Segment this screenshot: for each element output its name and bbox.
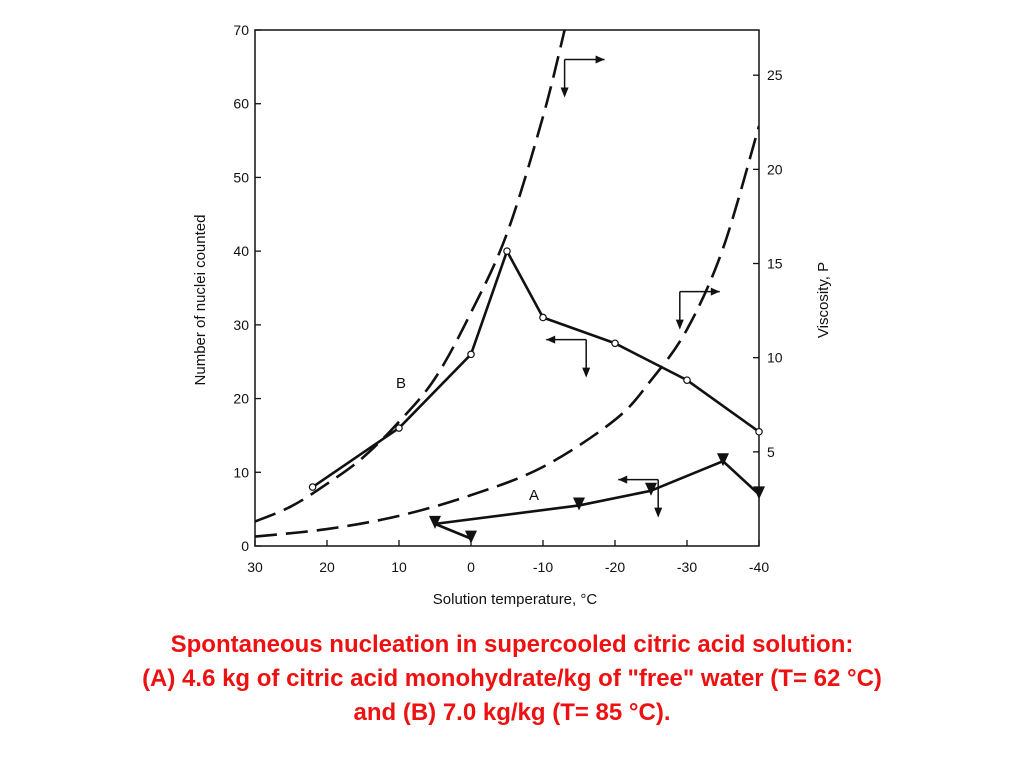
caption-line-3: and (B) 7.0 kg/kg (T= 85 °C). [353,699,671,726]
point-marker [308,483,317,491]
x-tick-label: 30 [247,559,263,575]
series-line-0 [311,249,759,489]
y-tick-label: 30 [233,317,249,333]
series-label-b: B [396,375,406,392]
x-axis-title: Solution temperature, °C [433,591,598,608]
y2-tick-label: 20 [767,161,783,177]
point-marker [645,482,657,496]
x-tick-label: -20 [605,559,625,575]
point-marker [503,247,511,255]
y2-tick-label: 10 [767,350,783,366]
point-marker [717,453,729,467]
series-line-3 [255,125,759,538]
plot-frame [254,29,760,547]
y-tick-label: 20 [233,391,249,407]
point-marker [539,313,547,322]
caption: Spontaneous nucleation in supercooled ci… [0,628,1024,730]
series-line-1 [433,459,759,540]
y2-axis-title: Viscosity, P [815,262,832,338]
axis-pointer-arrow [675,287,720,330]
y2-axis: 5 10 15 20 25 [753,67,783,460]
x-axis: 30 20 10 0 -10 -20 -30 -40 [247,540,769,575]
axis-pointer-arrow [560,55,605,98]
y-axis-title: Number of nuclei counted [192,215,209,386]
caption-line-2: (A) 4.6 kg of citric acid monohydrate/kg… [142,665,882,692]
y-tick-label: 70 [233,22,249,38]
point-marker [573,497,585,511]
x-tick-label: -40 [749,559,769,575]
y-tick-label: 40 [233,243,249,259]
annotations [546,55,720,518]
axis-pointer-arrow [546,335,591,378]
point-marker [467,350,475,359]
point-marker [611,339,619,348]
y2-tick-label: 25 [767,67,783,83]
y2-tick-label: 15 [767,256,783,272]
y-tick-label: 10 [233,464,249,480]
caption-line-1: Spontaneous nucleation in supercooled ci… [170,631,854,658]
point-marker [683,376,691,384]
point-marker [753,486,765,500]
plot-area [255,30,759,540]
point-marker [755,427,763,436]
y2-tick-label: 5 [767,444,775,460]
point-marker [429,515,441,529]
point-marker [465,530,477,544]
x-tick-label: 20 [319,559,335,575]
y-axis: 0 10 20 30 40 50 60 70 [233,22,261,554]
x-tick-label: 0 [467,559,475,575]
y-tick-label: 0 [241,538,249,554]
series-label-a: A [529,487,539,504]
y-tick-label: 50 [233,169,249,185]
y-tick-label: 60 [233,96,249,112]
x-tick-label: -30 [677,559,697,575]
axis-pointer-arrow [618,475,663,518]
chart: 30 20 10 0 -10 -20 -30 -40 0 10 20 30 40 50 60 70 5 10 1… [192,22,832,608]
x-tick-label: 10 [391,559,407,575]
x-tick-label: -10 [533,559,553,575]
markers [308,247,765,544]
series-line-2 [255,30,566,523]
point-marker [395,424,403,432]
